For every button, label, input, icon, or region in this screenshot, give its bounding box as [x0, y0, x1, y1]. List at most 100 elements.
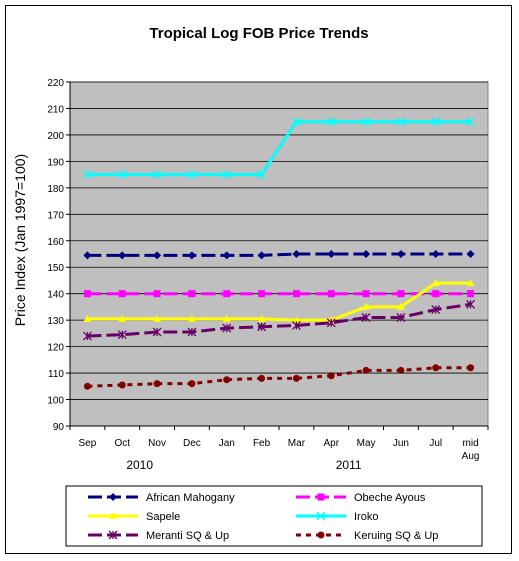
data-point — [361, 313, 371, 322]
data-point — [152, 170, 162, 180]
data-point — [153, 251, 162, 260]
y-tick-label: 150 — [47, 263, 64, 274]
data-point — [223, 290, 231, 298]
series-2 — [83, 279, 475, 324]
data-point — [257, 322, 267, 332]
data-point — [117, 170, 127, 180]
data-point — [153, 314, 162, 322]
legend-label: Meranti SQ & Up — [146, 530, 229, 542]
series-line — [87, 120, 471, 177]
legend-entry: Iroko — [296, 511, 378, 523]
data-point — [222, 251, 231, 260]
legend-marker — [317, 531, 325, 539]
data-point — [467, 364, 475, 372]
data-point — [222, 323, 232, 333]
data-point — [118, 251, 127, 260]
data-point — [153, 290, 161, 298]
data-point — [292, 316, 301, 324]
data-point — [257, 251, 266, 260]
data-point — [361, 117, 371, 127]
legend-entry: African Mahogany — [88, 492, 235, 504]
year-label: 2011 — [336, 458, 362, 472]
data-point — [432, 290, 440, 298]
x-tick-label: Feb — [253, 438, 271, 449]
x-tick-label: Jun — [393, 438, 409, 449]
data-point — [292, 374, 300, 382]
data-point — [432, 364, 440, 372]
data-point — [327, 290, 335, 298]
y-tick-label: 220 — [47, 78, 64, 89]
data-point — [83, 314, 92, 322]
legend-marker — [109, 493, 117, 501]
x-tick-label: Oct — [114, 438, 130, 449]
x-tick-label: May — [357, 438, 376, 449]
data-point — [466, 279, 475, 287]
data-point — [466, 299, 476, 309]
y-tick-label: 180 — [47, 184, 64, 195]
legend-entry: Obeche Ayous — [296, 492, 426, 504]
legend-marker — [109, 512, 117, 519]
data-point — [327, 250, 336, 258]
y-tick-label: 140 — [47, 290, 64, 301]
legend-label: Obeche Ayous — [354, 492, 426, 504]
data-point — [466, 117, 476, 127]
legend-marker — [316, 511, 326, 521]
series-5 — [83, 364, 475, 390]
data-point — [83, 290, 91, 298]
legend-entry: Meranti SQ & Up — [88, 530, 229, 542]
x-tick-label: Aug — [462, 451, 480, 462]
data-point — [82, 170, 92, 180]
data-point — [223, 376, 231, 384]
data-point — [187, 327, 197, 337]
data-point — [362, 290, 370, 298]
x-tick-label: Sep — [79, 438, 97, 449]
y-tick-label: 120 — [47, 343, 64, 354]
data-point — [326, 318, 336, 328]
y-tick-label: 170 — [47, 210, 64, 221]
data-point — [431, 305, 441, 315]
y-tick-label: 190 — [47, 157, 64, 168]
legend-label: Keruing SQ & Up — [354, 530, 438, 542]
data-point — [188, 290, 196, 298]
data-point — [117, 330, 127, 340]
data-point — [222, 170, 232, 180]
data-point — [118, 381, 126, 389]
data-point — [187, 314, 196, 322]
x-tick-label: Apr — [323, 438, 339, 449]
y-tick-label: 210 — [47, 104, 64, 115]
x-tick-label: Jan — [219, 438, 235, 449]
data-point — [118, 314, 127, 322]
data-point — [291, 117, 301, 127]
data-point — [362, 302, 371, 310]
legend-marker — [108, 530, 118, 540]
data-point — [362, 250, 371, 258]
data-point — [187, 251, 196, 260]
legend-entry: Sapele — [88, 511, 180, 523]
x-tick-label: Nov — [148, 438, 166, 449]
x-tick-label: Mar — [288, 438, 306, 449]
data-point — [258, 374, 266, 382]
legend-label: Sapele — [146, 511, 180, 523]
legend-label: African Mahogany — [146, 492, 235, 504]
data-point — [396, 313, 406, 322]
y-tick-label: 160 — [47, 237, 64, 248]
legend-entry: Keruing SQ & Up — [296, 530, 438, 542]
data-point — [187, 170, 197, 180]
data-point — [397, 366, 405, 374]
series-0 — [83, 250, 475, 260]
legend-label: Iroko — [354, 511, 378, 523]
chart-title: Tropical Log FOB Price Trends — [149, 25, 368, 42]
x-tick-label: Jul — [429, 438, 442, 449]
data-point — [118, 290, 126, 298]
data-point — [431, 117, 441, 127]
series-line — [87, 302, 471, 338]
y-axis-label: Price Index (Jan 1997=100) — [12, 154, 28, 326]
data-point — [467, 290, 475, 298]
data-point — [222, 314, 231, 322]
series-line — [87, 366, 471, 388]
data-point — [292, 250, 301, 258]
series-1 — [83, 290, 475, 298]
data-point — [396, 302, 405, 310]
y-tick-label: 100 — [47, 396, 64, 407]
